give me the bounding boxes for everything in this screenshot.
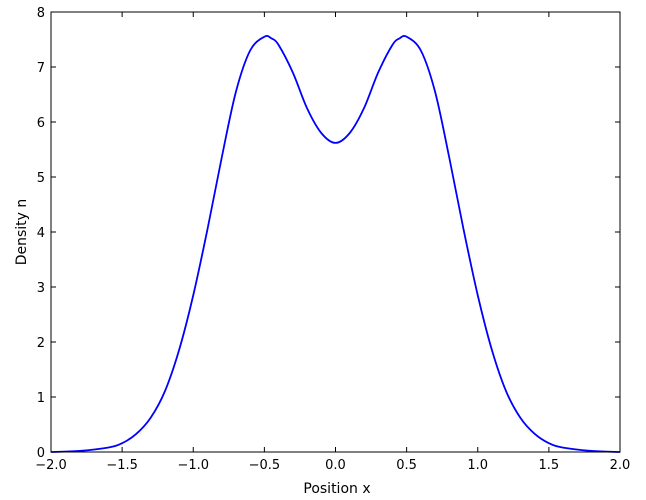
plot-frame: [50, 11, 621, 453]
x-axis-label: Position x: [303, 481, 370, 497]
x-tick-label: 2.0: [610, 458, 631, 473]
x-tick-label: −0.5: [249, 458, 281, 473]
y-tick-label: 8: [37, 6, 45, 21]
y-tick-label: 5: [37, 171, 45, 186]
y-tick-label: 6: [37, 116, 45, 131]
y-axis-label: Density n: [14, 199, 30, 266]
y-tick-label: 2: [37, 336, 45, 351]
x-tick-label: 1.0: [467, 458, 488, 473]
x-tick-label: −2.0: [35, 458, 67, 473]
x-tick-label: −1.0: [177, 458, 209, 473]
series-line-0: [50, 35, 621, 453]
x-tick-label: 0.5: [396, 458, 417, 473]
ticks: −2.0 −1.5 −1.0 −0.5 0.0 0.5 1.0 1.5 2.0 0 1 2 3 4 5 6 7 8: [35, 6, 630, 473]
y-tick-label: 4: [37, 226, 45, 241]
x-tick-label: 1.5: [539, 458, 560, 473]
y-tick-label: 3: [37, 281, 45, 296]
y-tick-label: 7: [37, 61, 45, 76]
plot-area: [50, 11, 621, 453]
x-tick-label: 0.0: [325, 458, 346, 473]
y-tick-label: 1: [37, 391, 45, 406]
x-tick-label: −1.5: [106, 458, 138, 473]
y-tick-label: 0: [37, 446, 45, 461]
